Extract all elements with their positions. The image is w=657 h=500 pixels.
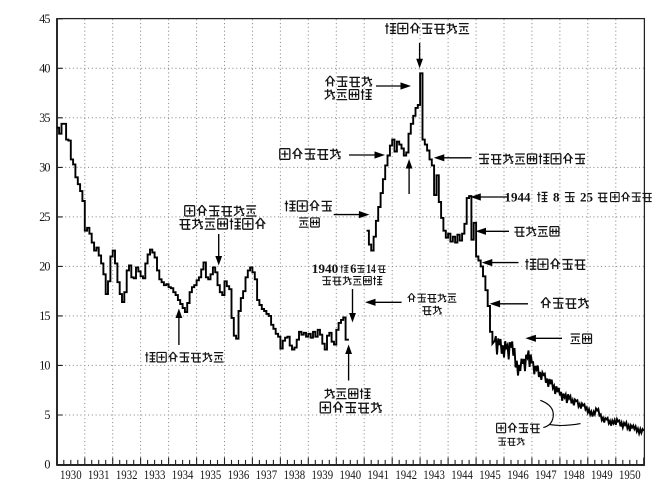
svg-text:1941: 1941 [367,468,389,482]
svg-text:6: 6 [350,262,356,276]
svg-text:1937: 1937 [256,468,278,482]
svg-text:1930: 1930 [60,468,82,482]
svg-text:1938: 1938 [284,468,306,482]
svg-text:8: 8 [553,190,560,205]
svg-text:1940: 1940 [312,262,339,276]
svg-text:1932: 1932 [116,468,138,482]
svg-text:1948: 1948 [563,468,585,482]
svg-text:1933: 1933 [144,468,166,482]
svg-text:5: 5 [44,408,50,422]
svg-text:25: 25 [580,190,594,205]
svg-text:15: 15 [39,309,50,323]
svg-text:1940: 1940 [340,468,362,482]
svg-text:1939: 1939 [312,468,334,482]
svg-text:1931: 1931 [88,468,110,482]
svg-text:1944: 1944 [505,190,532,205]
svg-text:1944: 1944 [451,468,473,482]
svg-text:14: 14 [366,262,376,276]
svg-text:1936: 1936 [228,468,250,482]
svg-text:20: 20 [39,260,50,274]
svg-text:1945: 1945 [479,468,501,482]
svg-text:1949: 1949 [591,468,613,482]
svg-text:40: 40 [39,62,50,76]
svg-text:0: 0 [44,458,50,472]
svg-text:1946: 1946 [507,468,529,482]
svg-text:1947: 1947 [535,468,557,482]
svg-text:30: 30 [39,161,50,175]
svg-text:1935: 1935 [200,468,222,482]
svg-text:1950: 1950 [619,468,641,482]
svg-text:45: 45 [39,12,50,26]
svg-text:35: 35 [39,111,50,125]
svg-text:1942: 1942 [395,468,417,482]
svg-text:1934: 1934 [172,468,194,482]
svg-text:1943: 1943 [423,468,445,482]
svg-text:25: 25 [39,210,50,224]
svg-text:10: 10 [39,359,50,373]
